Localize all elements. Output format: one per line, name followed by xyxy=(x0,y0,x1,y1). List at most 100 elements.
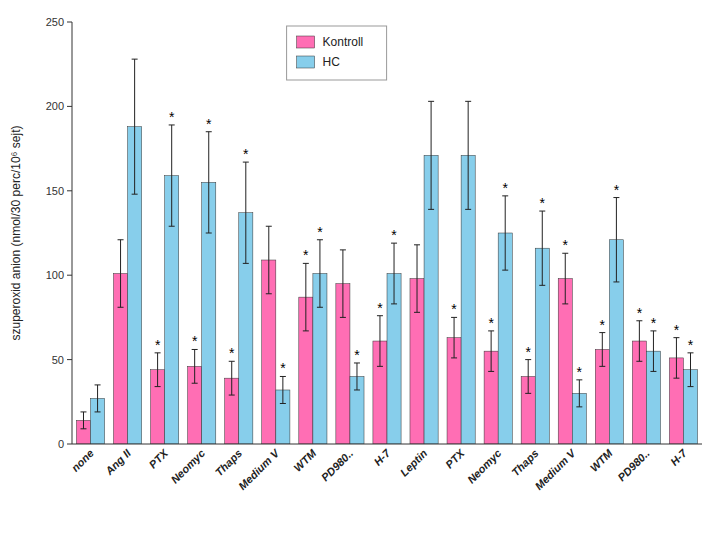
tick-label: H-7 xyxy=(668,446,690,468)
axis-line xyxy=(72,22,73,444)
tick-label: 50 xyxy=(52,354,64,366)
tick xyxy=(67,190,72,191)
error-bar xyxy=(673,338,679,379)
error-bar xyxy=(613,198,619,282)
tick-label: 200 xyxy=(46,100,64,112)
annotation: * xyxy=(600,317,606,333)
chart: *************************050100150200250… xyxy=(0,0,720,540)
error-bar xyxy=(80,412,86,429)
tick-label: Thaps xyxy=(213,447,244,478)
annotation: * xyxy=(577,364,583,380)
tick-label: none xyxy=(69,447,96,474)
x-axis: noneAng IIPTXNeomycThapsMedium VWTMPD980… xyxy=(69,444,702,492)
tick xyxy=(67,359,72,360)
annotation: * xyxy=(563,237,569,253)
error-bar xyxy=(303,263,309,331)
error-bar xyxy=(155,353,161,387)
annotation: * xyxy=(229,345,235,361)
error-bar xyxy=(525,360,531,394)
axis-label: szuperoxid anion (nmol/30 perc/10⁶ sejt) xyxy=(9,125,23,340)
annotation: * xyxy=(688,337,694,353)
annotation: * xyxy=(243,146,249,162)
annotation: * xyxy=(637,305,643,321)
error-bar xyxy=(650,331,656,372)
tick-label: Neomyc xyxy=(465,447,504,486)
error-bar xyxy=(576,380,582,407)
annotation: * xyxy=(502,180,508,196)
annotation: * xyxy=(354,347,360,363)
tick-label: WTM xyxy=(588,446,616,474)
tick-label: 150 xyxy=(46,185,64,197)
annotation: * xyxy=(525,344,531,360)
error-bar xyxy=(229,361,235,395)
error-bar xyxy=(636,321,642,362)
annotation: * xyxy=(651,315,657,331)
error-bar xyxy=(377,316,383,367)
tick-label: 0 xyxy=(58,438,64,450)
tick-label: PTX xyxy=(146,446,170,470)
tick-label: Neomyc xyxy=(168,447,207,486)
annotation: * xyxy=(317,224,323,240)
error-bar xyxy=(132,59,138,194)
error-bar xyxy=(192,349,198,383)
tick xyxy=(67,22,72,23)
error-bar xyxy=(118,240,124,308)
axis-line xyxy=(72,444,702,445)
error-bar xyxy=(451,317,457,358)
annotations: ************************* xyxy=(155,109,694,380)
tick xyxy=(67,275,72,276)
error-bar xyxy=(391,243,397,304)
annotation: * xyxy=(192,333,198,349)
error-bar xyxy=(206,132,212,233)
tick-label: Medium V xyxy=(236,446,282,492)
legend-label: HC xyxy=(323,55,341,69)
error-bar xyxy=(688,353,694,387)
annotation: * xyxy=(488,315,494,331)
error-bar xyxy=(414,245,420,313)
legend: Kontroll HC xyxy=(287,26,387,80)
legend-swatch xyxy=(297,56,315,68)
tick-label: Thaps xyxy=(509,447,540,478)
tick xyxy=(67,444,72,445)
error-bar xyxy=(340,250,346,318)
legend-box xyxy=(287,26,387,80)
tick-label: Medium V xyxy=(532,446,578,492)
tick-label: WTM xyxy=(291,446,319,474)
tick-label: Ang II xyxy=(102,446,133,477)
annotation: * xyxy=(280,360,286,376)
annotation: * xyxy=(377,300,383,316)
tick-label: 250 xyxy=(46,16,64,28)
error-bar xyxy=(243,162,249,263)
error-bar xyxy=(539,211,545,285)
error-bar xyxy=(488,331,494,372)
error-bar xyxy=(465,101,471,209)
bars xyxy=(76,59,697,444)
error-bar xyxy=(280,376,286,403)
error-bar xyxy=(266,226,272,294)
annotation: * xyxy=(540,195,546,211)
tick-label: PD980.. xyxy=(319,447,356,484)
annotation: * xyxy=(169,109,175,125)
error-bar xyxy=(562,253,568,304)
tick-label: 100 xyxy=(46,269,64,281)
annotation: * xyxy=(206,116,212,132)
legend-label: Kontroll xyxy=(323,35,364,49)
error-bar xyxy=(599,333,605,367)
error-bar xyxy=(169,125,175,226)
tick-label: Leptin xyxy=(398,447,430,479)
legend-swatch xyxy=(297,36,315,48)
error-bar xyxy=(428,101,434,209)
error-bar xyxy=(95,385,101,412)
error-bar xyxy=(502,196,508,270)
error-bar xyxy=(354,363,360,390)
annotation: * xyxy=(303,247,309,263)
tick-label: PTX xyxy=(443,446,467,470)
annotation: * xyxy=(451,301,457,317)
annotation: * xyxy=(391,227,397,243)
tick xyxy=(67,106,72,107)
tick-label: PD980.. xyxy=(615,447,652,484)
error-bar xyxy=(317,240,323,308)
y-axis: 0 50 100 150 200 250 xyxy=(46,16,72,450)
annotation: * xyxy=(674,322,680,338)
annotation: * xyxy=(614,182,620,198)
